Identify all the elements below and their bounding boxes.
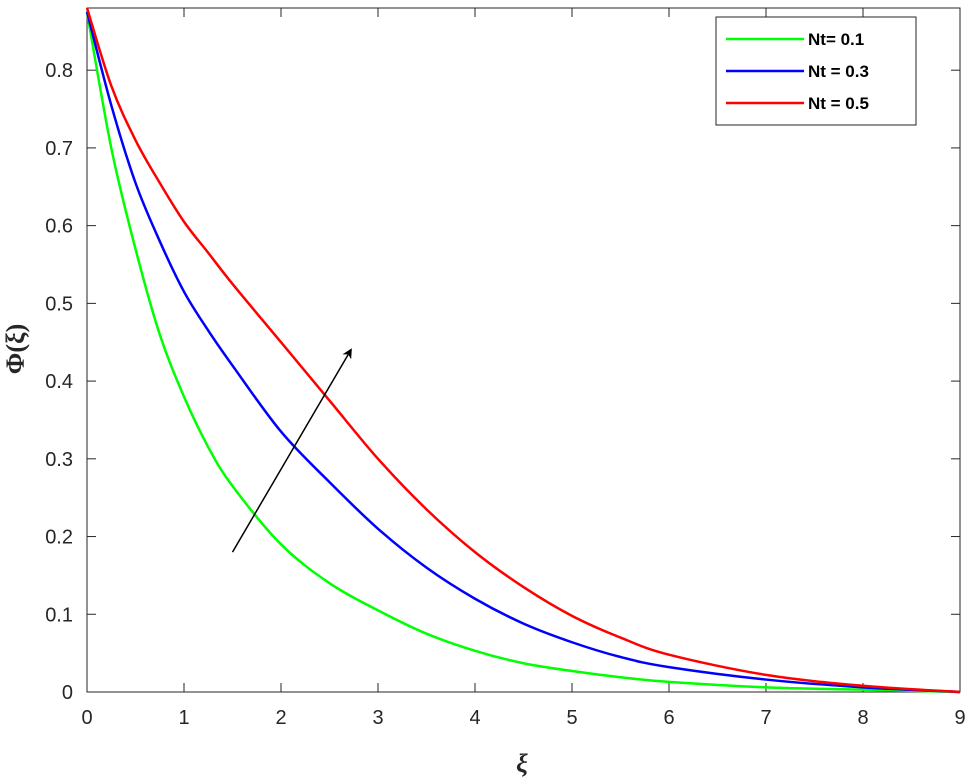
x-tick-label: 6 (663, 707, 674, 729)
x-tick-label: 4 (469, 707, 480, 729)
series-line-2 (85, 11, 961, 694)
y-tick-label: 0.5 (45, 293, 73, 315)
y-tick-label: 0.4 (45, 371, 73, 393)
x-tick-label: 1 (178, 707, 189, 729)
series-layer (85, 7, 961, 694)
x-tick-label: 5 (566, 707, 577, 729)
y-tick-label: 0.3 (45, 449, 73, 471)
legend-label: Nt = 0.5 (808, 94, 869, 113)
x-tick-label: 8 (857, 707, 868, 729)
legend: Nt= 0.1 Nt = 0.3 Nt = 0.5 (715, 16, 917, 126)
y-tick-label: 0.2 (45, 527, 73, 549)
x-tick-label: 7 (760, 707, 771, 729)
y-tick-label: 0.6 (45, 216, 73, 238)
x-tick-label: 0 (81, 707, 92, 729)
x-tick-label: 3 (372, 707, 383, 729)
trend-arrow (231, 348, 352, 553)
x-tick-label: 9 (954, 707, 965, 729)
y-tick-label: 0.8 (45, 60, 73, 82)
x-axis-label: ξ (516, 749, 528, 778)
x-axis-ticks: 0 1 2 3 4 5 6 7 8 9 (81, 8, 966, 729)
legend-label: Nt = 0.3 (808, 62, 869, 81)
y-tick-label: 0.1 (45, 604, 73, 626)
y-axis-label: Φ(ξ) (1, 324, 30, 374)
series-line-1 (85, 11, 961, 694)
x-tick-label: 2 (275, 707, 286, 729)
series-line-3 (85, 7, 961, 694)
legend-label: Nt= 0.1 (808, 30, 864, 49)
y-tick-label: 0 (62, 682, 73, 704)
y-axis-ticks: 0 0.1 0.2 0.3 0.4 0.5 0.6 0.7 0.8 (45, 60, 960, 704)
y-tick-label: 0.7 (45, 138, 73, 160)
annotation-layer (231, 348, 352, 553)
